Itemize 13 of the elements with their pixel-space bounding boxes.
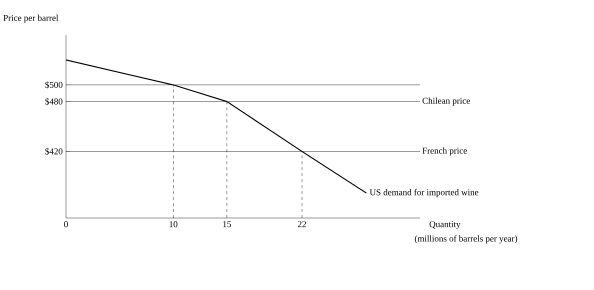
y-tick-label: $420	[45, 148, 62, 156]
ref-line-label: Chilean price	[422, 97, 470, 106]
ref-line-label: French price	[422, 147, 467, 156]
y-axis-title: Price per barrel	[3, 14, 58, 23]
x-tick-label: 0	[64, 221, 68, 228]
x-tick-label: 22	[298, 221, 306, 228]
text: (millions of barrels per year)	[414, 235, 518, 244]
x-tick-label: 10	[170, 221, 178, 228]
series-label: US demand for imported wine	[370, 188, 478, 198]
y-tick-label: $500	[45, 81, 62, 88]
x-tick-label: 15	[223, 221, 232, 228]
y-tick-label: $480	[45, 98, 62, 106]
x-axis-title: Quantity	[430, 221, 461, 230]
